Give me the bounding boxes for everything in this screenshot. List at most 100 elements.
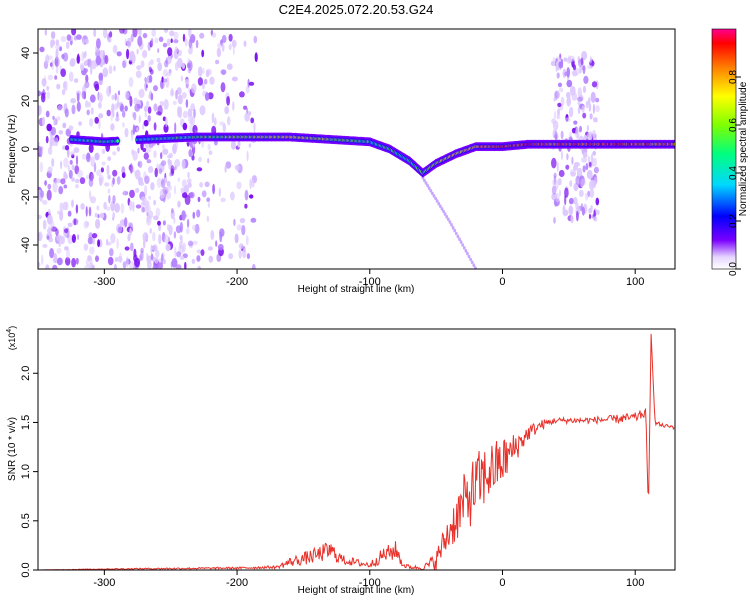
y-tick-label: 1.0	[20, 464, 32, 479]
noise-blob	[238, 249, 242, 259]
noise-blob	[182, 110, 188, 119]
noise-blob	[136, 48, 139, 55]
noise-blob	[107, 174, 111, 180]
noise-blob	[593, 166, 599, 174]
noise-blob	[207, 158, 210, 164]
y-tick-label: 0	[20, 146, 32, 152]
noise-blob	[178, 49, 182, 57]
y-tick-label: 20	[20, 95, 32, 107]
noise-blob	[124, 38, 127, 46]
noise-blob	[142, 147, 147, 153]
noise-blob	[155, 207, 161, 217]
noise-blob	[180, 75, 183, 82]
noise-blob	[48, 237, 54, 243]
noise-blob	[241, 224, 246, 236]
noise-blob	[150, 92, 154, 101]
noise-blob	[159, 100, 164, 107]
noise-blob	[153, 215, 159, 221]
noise-blob	[589, 188, 595, 198]
branch-point	[464, 249, 468, 253]
noise-blob	[246, 253, 250, 260]
noise-blob	[115, 116, 120, 122]
noise-band-1	[196, 29, 258, 269]
noise-blob	[105, 206, 111, 211]
branch-point	[434, 196, 437, 201]
noise-blob	[81, 91, 86, 99]
noise-blob	[147, 165, 154, 174]
noise-blob	[177, 57, 183, 69]
svg-text:(x104): (x104)	[6, 326, 17, 350]
noise-blob	[73, 218, 77, 226]
noise-blob	[571, 69, 578, 77]
noise-blob	[253, 122, 256, 133]
noise-blob	[146, 75, 152, 84]
noise-blob	[59, 210, 64, 221]
noise-blob	[52, 264, 58, 269]
noise-blob	[207, 202, 210, 208]
noise-blob	[155, 249, 160, 258]
noise-blob	[553, 217, 556, 224]
noise-blob	[146, 159, 152, 164]
noise-blob	[188, 47, 193, 55]
x-tick-label: -200	[226, 577, 248, 589]
noise-blob	[569, 55, 575, 62]
noise-blob	[52, 137, 57, 142]
noise-blob	[133, 111, 137, 121]
spectrogram-x-label: Height of straight line (km)	[298, 284, 415, 295]
noise-blob	[237, 140, 241, 148]
noise-blob	[186, 62, 191, 69]
noise-blob	[172, 100, 177, 106]
noise-blob	[114, 202, 120, 213]
noise-blob	[143, 119, 149, 127]
noise-blob	[68, 169, 73, 179]
noise-blob	[131, 130, 134, 142]
noise-blob	[91, 233, 98, 239]
colorbar-tick-label: 0.8	[728, 70, 739, 84]
noise-blob	[184, 79, 190, 85]
noise-blob	[556, 114, 560, 120]
noise-blob	[194, 223, 200, 234]
branch-point	[454, 231, 458, 236]
noise-blob	[112, 195, 116, 204]
noise-blob	[560, 130, 564, 140]
noise-blob	[551, 185, 557, 195]
noise-blob	[215, 240, 218, 247]
noise-blob	[157, 62, 163, 72]
noise-blob	[175, 89, 178, 100]
noise-blob	[190, 103, 196, 112]
noise-blob	[60, 68, 66, 77]
noise-blob	[124, 105, 128, 112]
noise-blob	[251, 263, 256, 269]
noise-blob	[112, 44, 118, 54]
noise-blob	[566, 96, 571, 107]
noise-blob	[129, 260, 135, 269]
branch-point	[442, 209, 445, 214]
noise-blob	[126, 37, 132, 48]
noise-blob	[174, 166, 177, 171]
noise-blob	[53, 253, 58, 264]
noise-blob	[127, 233, 131, 242]
noise-blob	[114, 92, 117, 101]
noise-blob	[171, 88, 174, 96]
noise-blob	[559, 189, 561, 197]
noise-blob	[42, 219, 47, 230]
noise-blob	[215, 59, 220, 65]
noise-blob	[85, 206, 88, 217]
noise-blob	[247, 78, 250, 88]
noise-blob	[201, 82, 205, 90]
noise-blob	[41, 254, 44, 266]
x-tick-label: -100	[359, 577, 381, 589]
noise-blob	[88, 206, 92, 217]
noise-blob	[134, 170, 137, 176]
branch-point	[446, 217, 450, 222]
noise-blob	[157, 262, 164, 269]
noise-blob	[144, 77, 147, 82]
noise-blob	[94, 83, 100, 92]
noise-blob	[217, 243, 224, 251]
noise-blob	[71, 104, 76, 115]
noise-blob	[45, 135, 49, 144]
noise-blob	[46, 85, 50, 91]
noise-blob	[104, 182, 110, 187]
snr-series-line	[38, 333, 675, 570]
